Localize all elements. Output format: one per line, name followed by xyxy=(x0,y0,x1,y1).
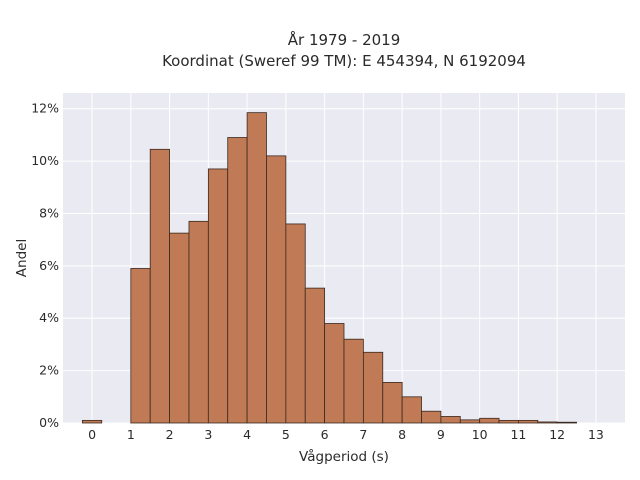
y-tick-label: 0% xyxy=(39,415,59,430)
y-tick-label: 6% xyxy=(39,258,59,273)
histogram-bar xyxy=(130,268,151,424)
y-tick-label: 8% xyxy=(39,205,59,220)
x-tick-label: 1 xyxy=(127,427,135,442)
x-tick-label: 3 xyxy=(204,427,212,442)
histogram-bar xyxy=(421,410,442,424)
histogram-bar xyxy=(207,168,229,424)
histogram-bar xyxy=(518,419,539,424)
histogram-bar xyxy=(362,351,384,424)
histogram-bar xyxy=(537,421,558,424)
x-tick-label: 2 xyxy=(166,427,174,442)
y-ticks: 0% 2% 4% 6% 8% 10% 12% xyxy=(31,101,59,430)
x-tick-label: 11 xyxy=(510,427,526,442)
histogram-bar xyxy=(343,338,364,424)
x-tick-label: 12 xyxy=(549,427,565,442)
histogram-bar xyxy=(440,416,461,424)
histogram-bar xyxy=(479,417,500,424)
chart-title-line2: Koordinat (Sweref 99 TM): E 454394, N 61… xyxy=(162,52,526,70)
histogram-bar xyxy=(459,419,481,424)
y-tick-label: 2% xyxy=(39,363,59,378)
histogram-bar xyxy=(285,223,306,424)
histogram-bar xyxy=(169,232,190,424)
y-tick-label: 4% xyxy=(39,310,59,325)
histogram-bar xyxy=(188,220,209,424)
histogram-bar xyxy=(266,155,287,424)
bars xyxy=(81,112,577,424)
x-tick-label: 6 xyxy=(321,427,329,442)
histogram-bar xyxy=(401,396,422,424)
x-tick-label: 8 xyxy=(398,427,406,442)
x-tick-label: 4 xyxy=(243,427,251,442)
x-tick-label: 13 xyxy=(588,427,604,442)
histogram-bar xyxy=(324,323,345,424)
x-axis-label: Vågperiod (s) xyxy=(299,448,389,465)
x-tick-label: 5 xyxy=(282,427,290,442)
x-tick-label: 10 xyxy=(472,427,488,442)
x-tick-label: 7 xyxy=(359,427,367,442)
histogram-bar xyxy=(498,419,519,424)
histogram-bar xyxy=(149,148,170,424)
y-tick-label: 12% xyxy=(31,101,59,116)
histogram-bar xyxy=(556,421,577,424)
histogram-bar xyxy=(304,287,326,424)
chart-title-line1: År 1979 - 2019 xyxy=(288,30,401,49)
histogram-bar xyxy=(227,137,248,424)
y-axis-label: Andel xyxy=(14,239,30,277)
histogram-bar xyxy=(382,382,403,424)
x-tick-label: 0 xyxy=(88,427,96,442)
x-ticks: 0 1 2 3 4 5 6 7 8 9 10 11 12 13 xyxy=(88,427,604,442)
histogram-bar xyxy=(81,419,103,424)
histogram-bar xyxy=(246,112,267,424)
y-tick-label: 10% xyxy=(31,153,59,168)
x-tick-label: 9 xyxy=(437,427,445,442)
